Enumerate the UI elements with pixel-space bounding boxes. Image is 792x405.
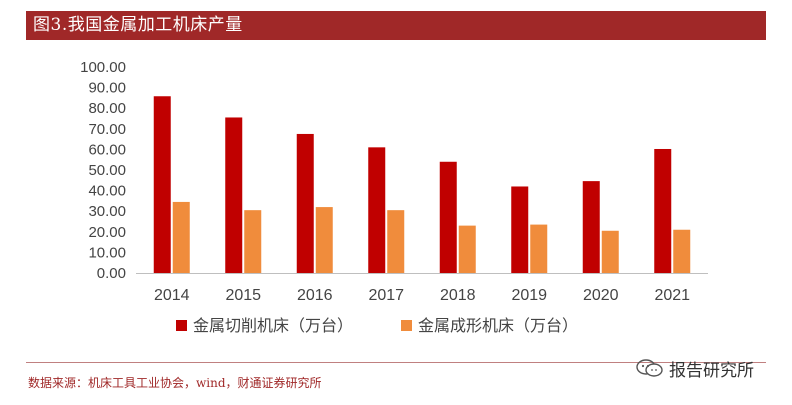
y-tick-label: 40.00 bbox=[88, 183, 126, 200]
bar-forming-2016 bbox=[315, 207, 333, 273]
y-tick-label: 100.00 bbox=[80, 59, 126, 76]
y-tick-label: 80.00 bbox=[88, 100, 126, 117]
y-tick-label: 0.00 bbox=[97, 265, 126, 282]
x-tick-label: 2018 bbox=[440, 287, 476, 304]
legend-label: 金属切削机床（万台） bbox=[193, 316, 353, 335]
y-tick-label: 30.00 bbox=[88, 203, 126, 220]
source-note: 数据来源：机床工具工业协会，wind，财通证券研究所 bbox=[28, 376, 322, 390]
watermark: 报告研究所 bbox=[636, 356, 754, 381]
y-tick-label: 60.00 bbox=[88, 141, 126, 158]
bar-forming-2017 bbox=[387, 210, 405, 273]
watermark-text: 报告研究所 bbox=[669, 360, 754, 381]
wechat-icon bbox=[636, 358, 664, 378]
bar-forming-2018 bbox=[458, 225, 476, 273]
y-tick-label: 70.00 bbox=[88, 121, 126, 138]
bar-cutting-2018 bbox=[439, 161, 457, 273]
legend-swatch bbox=[401, 320, 412, 331]
bar-forming-2021 bbox=[673, 229, 691, 273]
bar-forming-2014 bbox=[172, 201, 190, 273]
bar-cutting-2015 bbox=[225, 117, 243, 273]
legend-label: 金属成形机床（万台） bbox=[418, 316, 578, 335]
x-tick-label: 2021 bbox=[654, 287, 690, 304]
y-tick-label: 90.00 bbox=[88, 80, 126, 97]
y-tick-label: 50.00 bbox=[88, 162, 126, 179]
x-tick-label: 2015 bbox=[225, 287, 261, 304]
bar-cutting-2014 bbox=[153, 96, 171, 273]
bar-forming-2019 bbox=[530, 224, 548, 273]
x-tick-label: 2016 bbox=[297, 287, 333, 304]
x-tick-label: 2014 bbox=[154, 287, 190, 304]
x-tick-label: 2017 bbox=[368, 287, 404, 304]
bar-cutting-2016 bbox=[296, 133, 314, 273]
legend-swatch bbox=[176, 320, 187, 331]
y-tick-label: 20.00 bbox=[88, 224, 126, 241]
bar-cutting-2017 bbox=[368, 147, 386, 273]
figure-title: 图3.我国金属加工机床产量 bbox=[26, 11, 766, 40]
y-tick-label: 10.00 bbox=[88, 244, 126, 261]
bar-forming-2020 bbox=[601, 230, 619, 273]
bar-cutting-2019 bbox=[511, 186, 529, 273]
x-tick-label: 2020 bbox=[583, 287, 619, 304]
x-tick-label: 2019 bbox=[511, 287, 547, 304]
bar-cutting-2021 bbox=[654, 148, 672, 273]
bar-cutting-2020 bbox=[582, 181, 600, 273]
bar-forming-2015 bbox=[244, 210, 262, 273]
footer-divider bbox=[26, 362, 766, 363]
